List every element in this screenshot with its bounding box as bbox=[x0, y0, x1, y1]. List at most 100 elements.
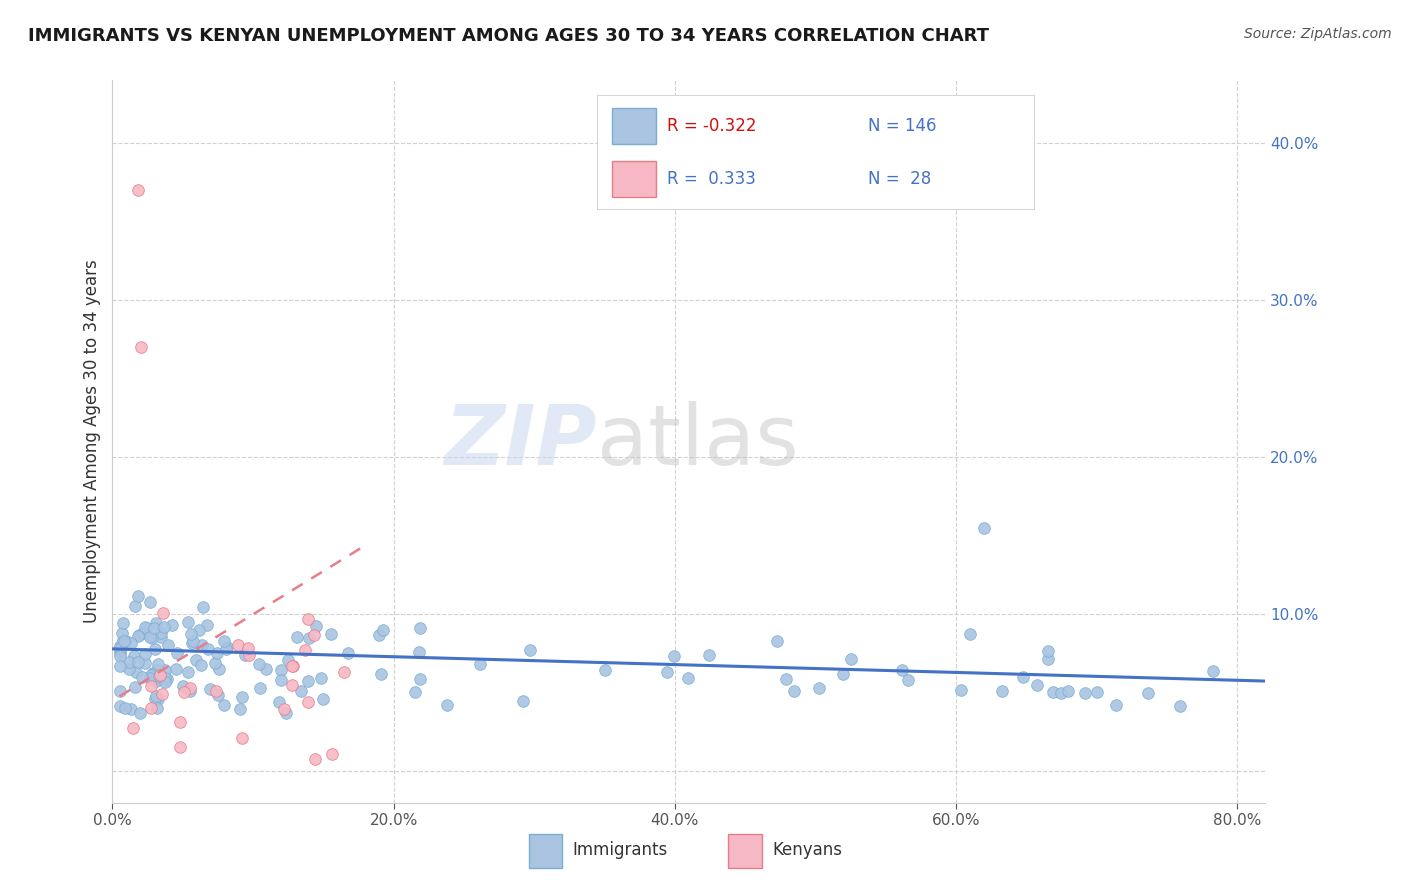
Point bbox=[149, 668, 172, 682]
Point bbox=[254, 662, 277, 676]
Point bbox=[697, 648, 720, 662]
Point bbox=[973, 521, 995, 535]
Point bbox=[132, 626, 155, 640]
Point bbox=[108, 649, 131, 664]
Text: atlas: atlas bbox=[596, 401, 799, 482]
Point bbox=[180, 627, 202, 641]
Point bbox=[118, 662, 141, 676]
Point bbox=[208, 662, 231, 676]
Point bbox=[145, 689, 167, 703]
Point bbox=[134, 648, 156, 662]
Point bbox=[1036, 651, 1059, 665]
Point bbox=[149, 672, 172, 686]
Point bbox=[512, 694, 534, 708]
Point bbox=[135, 620, 157, 634]
Point bbox=[1057, 683, 1080, 698]
Point bbox=[186, 653, 208, 667]
Point bbox=[111, 632, 134, 647]
Point bbox=[108, 639, 131, 653]
Point bbox=[127, 629, 149, 643]
Text: ZIP: ZIP bbox=[444, 401, 596, 482]
Point bbox=[783, 683, 806, 698]
Point bbox=[321, 627, 343, 641]
Point bbox=[152, 606, 174, 620]
Point bbox=[148, 669, 170, 683]
Point bbox=[229, 702, 252, 716]
Point bbox=[337, 646, 360, 660]
Point bbox=[238, 648, 260, 662]
Point bbox=[146, 700, 169, 714]
Point bbox=[139, 679, 162, 693]
Point bbox=[294, 643, 316, 657]
Point bbox=[297, 612, 319, 626]
Point bbox=[832, 667, 855, 681]
Point bbox=[949, 682, 972, 697]
Point bbox=[228, 638, 250, 652]
Point bbox=[1085, 684, 1108, 698]
Point bbox=[214, 698, 236, 712]
Point bbox=[127, 655, 149, 669]
Point bbox=[267, 695, 290, 709]
Point bbox=[312, 691, 335, 706]
Point bbox=[231, 690, 253, 704]
Point bbox=[297, 694, 319, 708]
Point bbox=[179, 681, 201, 696]
Point bbox=[172, 679, 194, 693]
Point bbox=[332, 665, 354, 679]
Point bbox=[153, 675, 176, 690]
Point bbox=[1038, 644, 1060, 658]
Point bbox=[231, 731, 253, 745]
Point bbox=[143, 692, 166, 706]
Point bbox=[204, 656, 226, 670]
Point bbox=[1202, 664, 1225, 678]
Point bbox=[139, 595, 162, 609]
Point bbox=[1026, 678, 1049, 692]
Point bbox=[280, 678, 302, 692]
Point bbox=[214, 633, 236, 648]
Point bbox=[368, 628, 391, 642]
Point bbox=[215, 640, 238, 655]
Point bbox=[146, 691, 169, 706]
Point bbox=[134, 620, 156, 634]
Point bbox=[766, 633, 789, 648]
Point bbox=[129, 706, 152, 720]
Point bbox=[197, 642, 219, 657]
Point bbox=[297, 674, 319, 689]
Point bbox=[173, 685, 195, 699]
Point bbox=[370, 667, 392, 681]
Point bbox=[1074, 686, 1097, 700]
Point bbox=[277, 653, 299, 667]
Point bbox=[127, 183, 149, 197]
Point bbox=[128, 628, 150, 642]
Point bbox=[321, 747, 343, 762]
Point bbox=[207, 646, 229, 660]
Point bbox=[188, 623, 211, 637]
Point bbox=[655, 665, 678, 680]
Y-axis label: Unemployment Among Ages 30 to 34 years: Unemployment Among Ages 30 to 34 years bbox=[83, 260, 101, 624]
Point bbox=[775, 672, 797, 686]
Point bbox=[124, 649, 146, 664]
Point bbox=[111, 626, 134, 640]
Point bbox=[117, 655, 139, 669]
Point bbox=[215, 642, 238, 657]
Point bbox=[120, 702, 142, 716]
Point bbox=[108, 684, 131, 698]
Point bbox=[125, 665, 148, 679]
Point bbox=[108, 646, 131, 660]
Point bbox=[166, 646, 188, 660]
Point bbox=[270, 673, 292, 687]
Point bbox=[115, 633, 138, 648]
Point bbox=[145, 615, 167, 630]
Point bbox=[150, 626, 173, 640]
Point bbox=[143, 622, 166, 636]
Point bbox=[108, 643, 131, 657]
Point bbox=[131, 670, 153, 684]
Point bbox=[662, 649, 685, 664]
Point bbox=[139, 667, 162, 681]
Point bbox=[236, 641, 259, 656]
Point bbox=[177, 615, 200, 629]
Point bbox=[305, 619, 328, 633]
Point bbox=[124, 599, 146, 613]
Point bbox=[146, 657, 169, 672]
Point bbox=[205, 683, 228, 698]
